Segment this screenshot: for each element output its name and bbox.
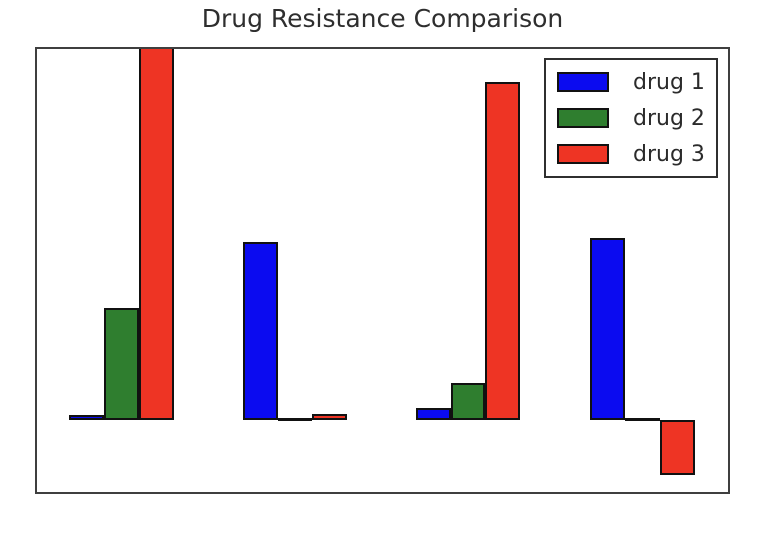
bar-group4-drug3: [659, 419, 695, 476]
plot-area: drug 1 drug 2 drug 3: [35, 47, 730, 494]
legend-swatch-drug2: [557, 108, 609, 128]
bar-group1-drug3: [138, 49, 174, 420]
bar-group1-drug2: [104, 308, 139, 420]
bar-group2-drug3: [312, 414, 348, 420]
chart-title: Drug Resistance Comparison: [201, 4, 564, 33]
legend-swatch-drug1: [557, 72, 609, 92]
bar-group2-drug2: [277, 418, 313, 422]
bar-group3-drug3: [485, 82, 521, 420]
legend-label-drug1: drug 1: [633, 69, 705, 95]
legend-item-drug3: drug 3: [546, 136, 716, 172]
legend: drug 1 drug 2 drug 3: [544, 58, 718, 178]
legend-label-drug2: drug 2: [633, 105, 705, 131]
legend-item-drug1: drug 1: [546, 64, 716, 100]
legend-item-drug2: drug 2: [546, 100, 716, 136]
bar-group1-drug1: [69, 415, 105, 420]
legend-swatch-drug3: [557, 144, 609, 164]
bar-group4-drug1: [590, 238, 626, 420]
bar-group3-drug1: [415, 407, 451, 420]
bar-group2-drug1: [242, 241, 278, 420]
bar-group3-drug2: [450, 382, 486, 420]
bar-group4-drug2: [625, 418, 660, 422]
legend-label-drug3: drug 3: [633, 141, 705, 167]
